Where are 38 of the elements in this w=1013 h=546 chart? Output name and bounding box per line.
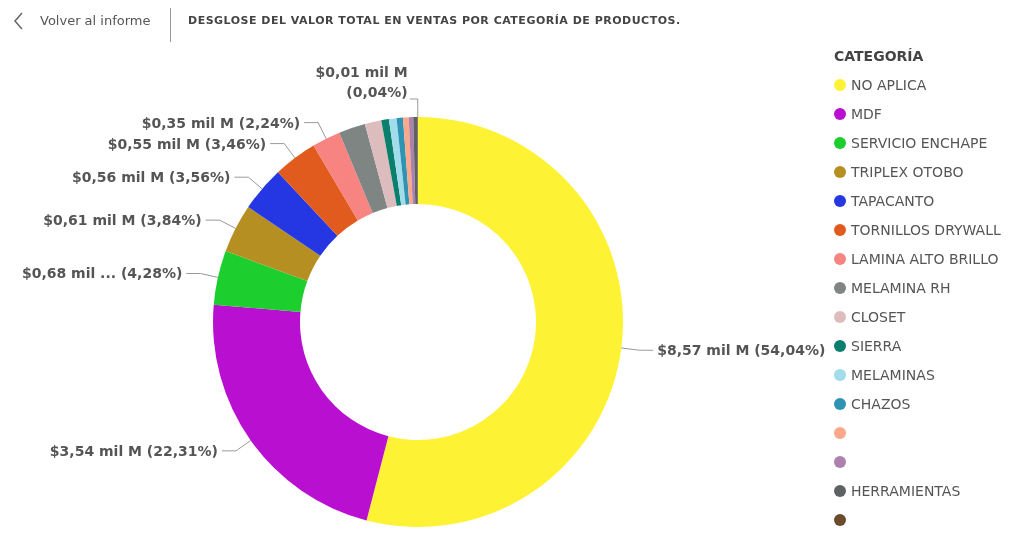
- legend-label: TRIPLEX OTOBO: [851, 163, 964, 180]
- legend-label: HERRAMIENTAS: [851, 482, 961, 499]
- legend-title: CATEGORÍA: [834, 48, 925, 64]
- donut-slice: [388, 118, 406, 206]
- chart-title: DESGLOSE DEL VALOR TOTAL EN VENTAS POR CATEGORÍA DE PRODUCTOS.: [188, 14, 681, 27]
- donut-slice: [402, 117, 413, 205]
- donut-slice: [413, 117, 418, 205]
- legend-label: MELAMINAS: [851, 366, 935, 383]
- legend-label: TORNILLOS DRYWALL: [851, 221, 1001, 238]
- data-label: $8,57 mil M (54,04%): [657, 342, 826, 359]
- legend-label: NO APLICA: [851, 76, 927, 93]
- data-label: $0,61 mil M (3,84%): [43, 212, 202, 229]
- legend-label: TAPACANTO: [851, 192, 935, 209]
- data-label: $0,35 mil M (2,24%): [141, 114, 301, 131]
- donut-slice: [396, 117, 410, 205]
- legend-label: CHAZOS: [851, 395, 911, 412]
- data-label: $0,56 mil M (3,56%): [72, 169, 231, 186]
- legend-label: MELAMINA RH: [851, 279, 951, 296]
- donut-slice: [225, 207, 321, 282]
- donut-slice: [381, 119, 402, 206]
- donut-slice: [364, 120, 397, 209]
- text: Volver al informe: [40, 13, 151, 28]
- donut-slice: [313, 132, 373, 221]
- data-label: $3,54 mil M (22,31%): [49, 442, 218, 459]
- donut-slice: [366, 117, 623, 527]
- donut-slice: [339, 124, 388, 214]
- donut-slice: [248, 172, 338, 256]
- donut-slice: [213, 250, 308, 312]
- legend-label: CLOSET: [851, 308, 906, 325]
- legend-label: SIERRA: [851, 337, 902, 354]
- data-label: $0,01 mil M (0,04%): [315, 64, 408, 100]
- legend-label: SERVICIO ENCHAPE: [851, 134, 988, 151]
- donut-slice: [408, 117, 416, 205]
- data-label: $0,55 mil M (3,46%): [107, 135, 267, 152]
- legend-label: LAMINA ALTO BRILLO: [851, 250, 999, 267]
- data-label: $0,68 mil ... (4,28%): [21, 265, 183, 282]
- donut-slice: [277, 145, 358, 236]
- legend-label: MDF: [851, 105, 882, 122]
